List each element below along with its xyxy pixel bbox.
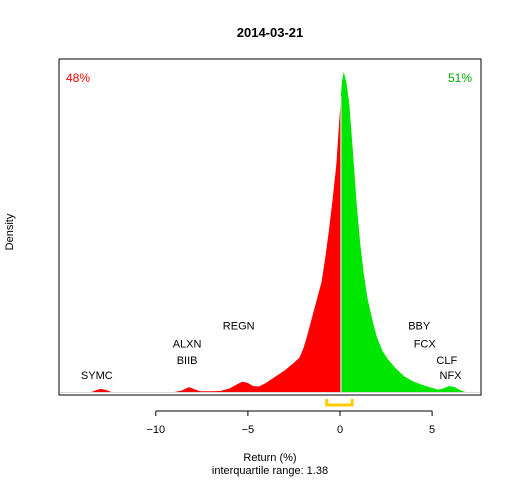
x-tick-label: 5 [429, 424, 435, 436]
chart-title: 2014-03-21 [237, 25, 304, 40]
plot-frame [58, 58, 482, 396]
ticker-label: BIIB [177, 355, 198, 367]
x-axis-label: Return (%) [243, 452, 296, 464]
ticker-label: SYMC [81, 370, 113, 382]
ticker-label: REGN [223, 321, 255, 333]
positive-return-area [340, 72, 469, 392]
plot-area [60, 72, 480, 393]
ticker-label: FCX [414, 338, 437, 350]
iqr-bracket [325, 399, 354, 407]
ticker-labels: SYMC BIIB ALXN REGN BBY FCX CLF NFX [81, 321, 462, 382]
x-tick-label: −10 [146, 424, 165, 436]
ticker-label: BBY [408, 321, 431, 333]
x-tick-label: −5 [242, 424, 255, 436]
negative-return-area [82, 96, 341, 392]
ticker-label: ALXN [173, 338, 202, 350]
right-share-label: 51% [448, 71, 472, 85]
ticker-label: CLF [436, 355, 457, 367]
iqr-subtitle: interquartile range: 1.38 [212, 465, 328, 477]
ticker-label: NFX [440, 370, 463, 382]
x-axis: −10 −5 0 5 [146, 399, 435, 436]
x-tick-label: 0 [337, 424, 343, 436]
left-share-label: 48% [66, 71, 90, 85]
y-axis-label: Density [4, 213, 16, 250]
